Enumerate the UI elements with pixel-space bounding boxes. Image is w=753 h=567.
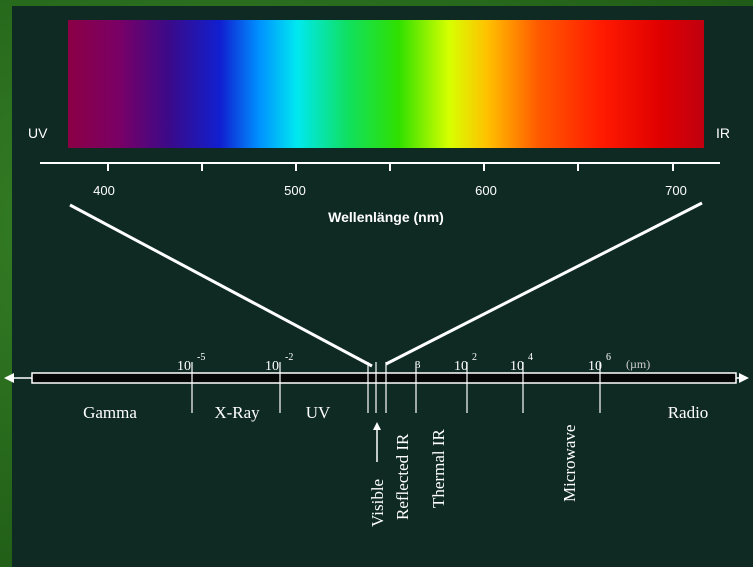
spectrum-ir-label: IR xyxy=(716,125,730,141)
scale-label-1e2: 10 2 xyxy=(454,352,477,374)
band-label-microwave: Microwave xyxy=(560,425,579,502)
scale-exponent: 4 xyxy=(528,352,533,363)
scale-base: 10 xyxy=(588,359,602,374)
tick-label-600: 600 xyxy=(475,183,497,198)
band-label-x-ray: X-Ray xyxy=(214,403,260,422)
band-label-visible-text: Visible xyxy=(368,479,387,527)
scale-base: 10 xyxy=(510,359,524,374)
scale-exponent: 2 xyxy=(472,352,477,363)
tick-label-400: 400 xyxy=(93,183,115,198)
visible-arrowhead xyxy=(373,422,381,430)
scale-base: 10 xyxy=(177,359,191,374)
tick-label-500: 500 xyxy=(284,183,306,198)
band-label-reflected-ir: Reflected IR xyxy=(393,433,412,520)
em-scale-arrowhead-left xyxy=(4,373,14,383)
scale-base: 10 xyxy=(265,359,279,374)
scale-unit: (µm) xyxy=(626,357,650,371)
band-dividers xyxy=(191,362,601,413)
band-label-uv: UV xyxy=(306,403,331,422)
scale-label-3: 3 xyxy=(415,359,421,371)
band-label-thermal-ir: Thermal IR xyxy=(429,429,448,508)
scale-label-1e6: 10 6 (µm) xyxy=(588,352,650,374)
band-label-radio: Radio xyxy=(668,403,709,422)
scale-exponent: 6 xyxy=(606,352,611,363)
em-scale-bar xyxy=(31,372,737,384)
scale-exponent: -2 xyxy=(285,352,293,363)
scale-label-1e-2: 10 -2 xyxy=(265,352,293,374)
scale-exponent: 3 xyxy=(415,359,421,371)
wavelength-ticks xyxy=(107,163,674,171)
wavelength-axis-title: Wellenlänge (nm) xyxy=(328,209,444,225)
em-scale-arrowhead-right xyxy=(739,373,749,383)
band-label-visible: Visible xyxy=(368,422,387,527)
spectrum-uv-label: UV xyxy=(28,125,48,141)
scale-label-1e-5: 10 -5 xyxy=(177,352,205,374)
visible-spectrum-band xyxy=(68,20,704,148)
tick-label-700: 700 xyxy=(665,183,687,198)
scale-base: 10 xyxy=(454,359,468,374)
band-label-gamma: Gamma xyxy=(83,403,137,422)
scale-exponent: -5 xyxy=(197,352,205,363)
zoom-line-right xyxy=(385,201,703,366)
scale-label-1e4: 10 4 xyxy=(510,352,533,374)
zoom-line-left xyxy=(69,203,373,368)
